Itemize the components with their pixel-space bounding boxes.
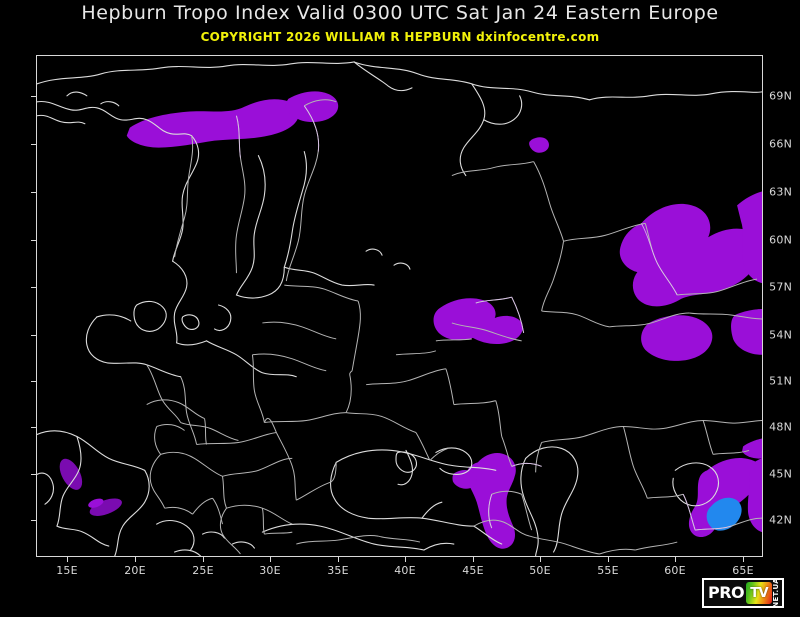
protv-logo[interactable]: PRO TV NET.UA — [702, 578, 784, 608]
lon-tick — [675, 557, 676, 562]
lat-label-51n: 51N — [769, 374, 792, 388]
tropo-region-east-edge-patch — [742, 438, 762, 459]
logo-domain-label: NET.UA — [771, 578, 780, 608]
lon-label-50e: 50E — [529, 564, 551, 577]
lat-label-54n: 54N — [769, 328, 792, 342]
lon-label-15e: 15E — [56, 564, 78, 577]
map-graphic — [37, 56, 762, 556]
tropo-regions — [59, 91, 762, 549]
lon-label-60e: 60E — [664, 564, 686, 577]
lon-tick — [135, 557, 136, 562]
lon-label-25e: 25E — [192, 564, 214, 577]
tropo-region-middle-volga — [433, 298, 523, 345]
tropo-region-adriatic-north — [59, 458, 83, 490]
lat-label-60n: 60N — [769, 233, 792, 247]
tropo-region-adriatic-south — [89, 498, 122, 516]
lat-label-42n: 42N — [769, 513, 792, 527]
lon-label-40e: 40E — [394, 564, 416, 577]
lon-label-45e: 45E — [462, 564, 484, 577]
coastlines — [37, 61, 762, 556]
tropo-region-lapland — [126, 99, 299, 148]
lon-tick — [338, 557, 339, 562]
lon-tick — [405, 557, 406, 562]
lat-label-45n: 45N — [769, 467, 792, 481]
lon-label-55e: 55E — [597, 564, 619, 577]
lon-label-65e: 65E — [732, 564, 754, 577]
logo-domain-text: NET.UA — [770, 580, 781, 606]
tropo-region-orenburg-east — [731, 308, 762, 355]
lat-label-66n: 66N — [769, 137, 792, 151]
map-plot-area[interactable] — [36, 55, 763, 557]
tropo-region-orenburg — [641, 315, 713, 361]
lat-label-69n: 69N — [769, 89, 792, 103]
lon-tick — [608, 557, 609, 562]
page-title: Hepburn Tropo Index Valid 0300 UTC Sat J… — [81, 2, 719, 24]
logo-tv-text: TV — [750, 585, 769, 601]
lon-tick — [540, 557, 541, 562]
lon-tick — [743, 557, 744, 562]
lat-label-57n: 57N — [769, 280, 792, 294]
tropo-region-urals-east — [737, 191, 762, 284]
copyright-subtitle: COPYRIGHT 2026 WILLIAM R HEPBURN dxinfoc… — [200, 30, 600, 44]
tropo-region-kazakh-core-blue — [706, 497, 742, 531]
lon-label-20e: 20E — [124, 564, 146, 577]
tropo-region-kola — [285, 91, 339, 123]
lon-label-30e: 30E — [259, 564, 281, 577]
tropo-region-caucasus — [466, 453, 516, 549]
lon-tick — [270, 557, 271, 562]
lon-tick — [203, 557, 204, 562]
lon-label-35e: 35E — [327, 564, 349, 577]
logo-pro-text: PRO — [708, 583, 745, 602]
lon-tick — [473, 557, 474, 562]
lon-tick — [67, 557, 68, 562]
lat-label-48n: 48N — [769, 420, 792, 434]
tropo-region-urals-north — [619, 203, 760, 307]
tv-screen-icon: TV — [746, 582, 773, 604]
lat-label-63n: 63N — [769, 185, 792, 199]
tropo-region-karelia-sliver — [529, 137, 549, 153]
tropo-region-border-overlay — [236, 105, 732, 531]
tropo-region-kazakh-edge — [747, 458, 762, 533]
tropo-region-adriatic-south2 — [88, 498, 104, 508]
